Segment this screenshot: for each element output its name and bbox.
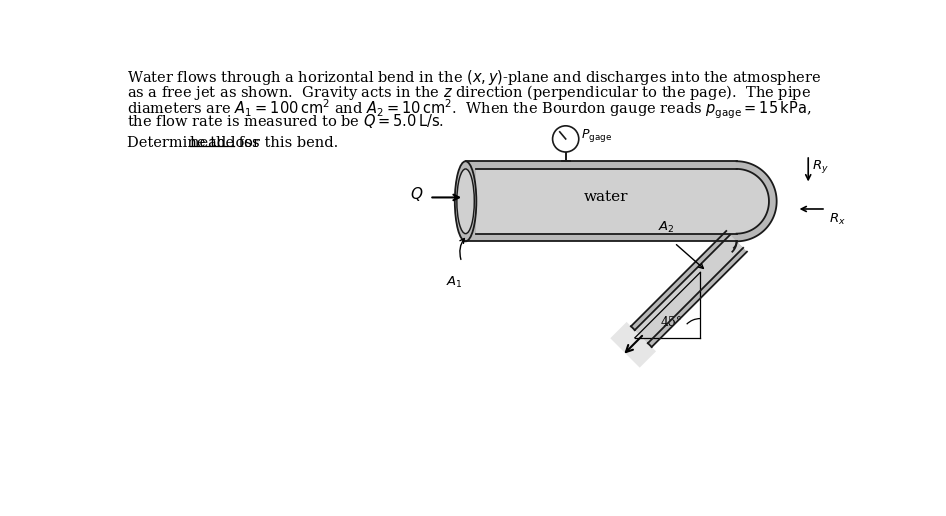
Polygon shape [635,235,744,343]
Wedge shape [737,161,777,241]
Text: diameters are $A_1 = 100\,\mathrm{cm}^2$ and $A_2 = 10\,\mathrm{cm}^2$.  When th: diameters are $A_1 = 100\,\mathrm{cm}^2$… [127,98,811,121]
Text: for this bend.: for this bend. [234,136,338,150]
Text: head loss: head loss [190,136,259,150]
Text: $R_y$: $R_y$ [812,158,829,175]
Text: $A_1$: $A_1$ [446,275,463,291]
Circle shape [552,126,579,152]
Bar [465,162,737,241]
Polygon shape [631,231,747,347]
Polygon shape [610,322,656,367]
Text: $Q$: $Q$ [410,185,423,203]
Text: 45°: 45° [660,316,682,329]
Ellipse shape [457,169,474,234]
Text: $R_x$: $R_x$ [829,212,846,228]
Ellipse shape [455,161,477,241]
Text: Water flows through a horizontal bend in the $(x, y)$-plane and discharges into : Water flows through a horizontal bend in… [127,68,821,87]
Text: water: water [584,190,628,204]
Text: as a free jet as shown.  Gravity acts in the $z$ direction (perpendicular to the: as a free jet as shown. Gravity acts in … [127,83,811,102]
Bar [477,169,737,234]
Text: $A_2$: $A_2$ [658,220,674,235]
Wedge shape [737,169,769,234]
Text: the flow rate is measured to be $Q = 5.0\,\mathrm{L/s}$.: the flow rate is measured to be $Q = 5.0… [127,112,444,130]
Text: $P_{\mathrm{gage}}$: $P_{\mathrm{gage}}$ [581,126,612,143]
Text: Determine the: Determine the [127,136,238,150]
